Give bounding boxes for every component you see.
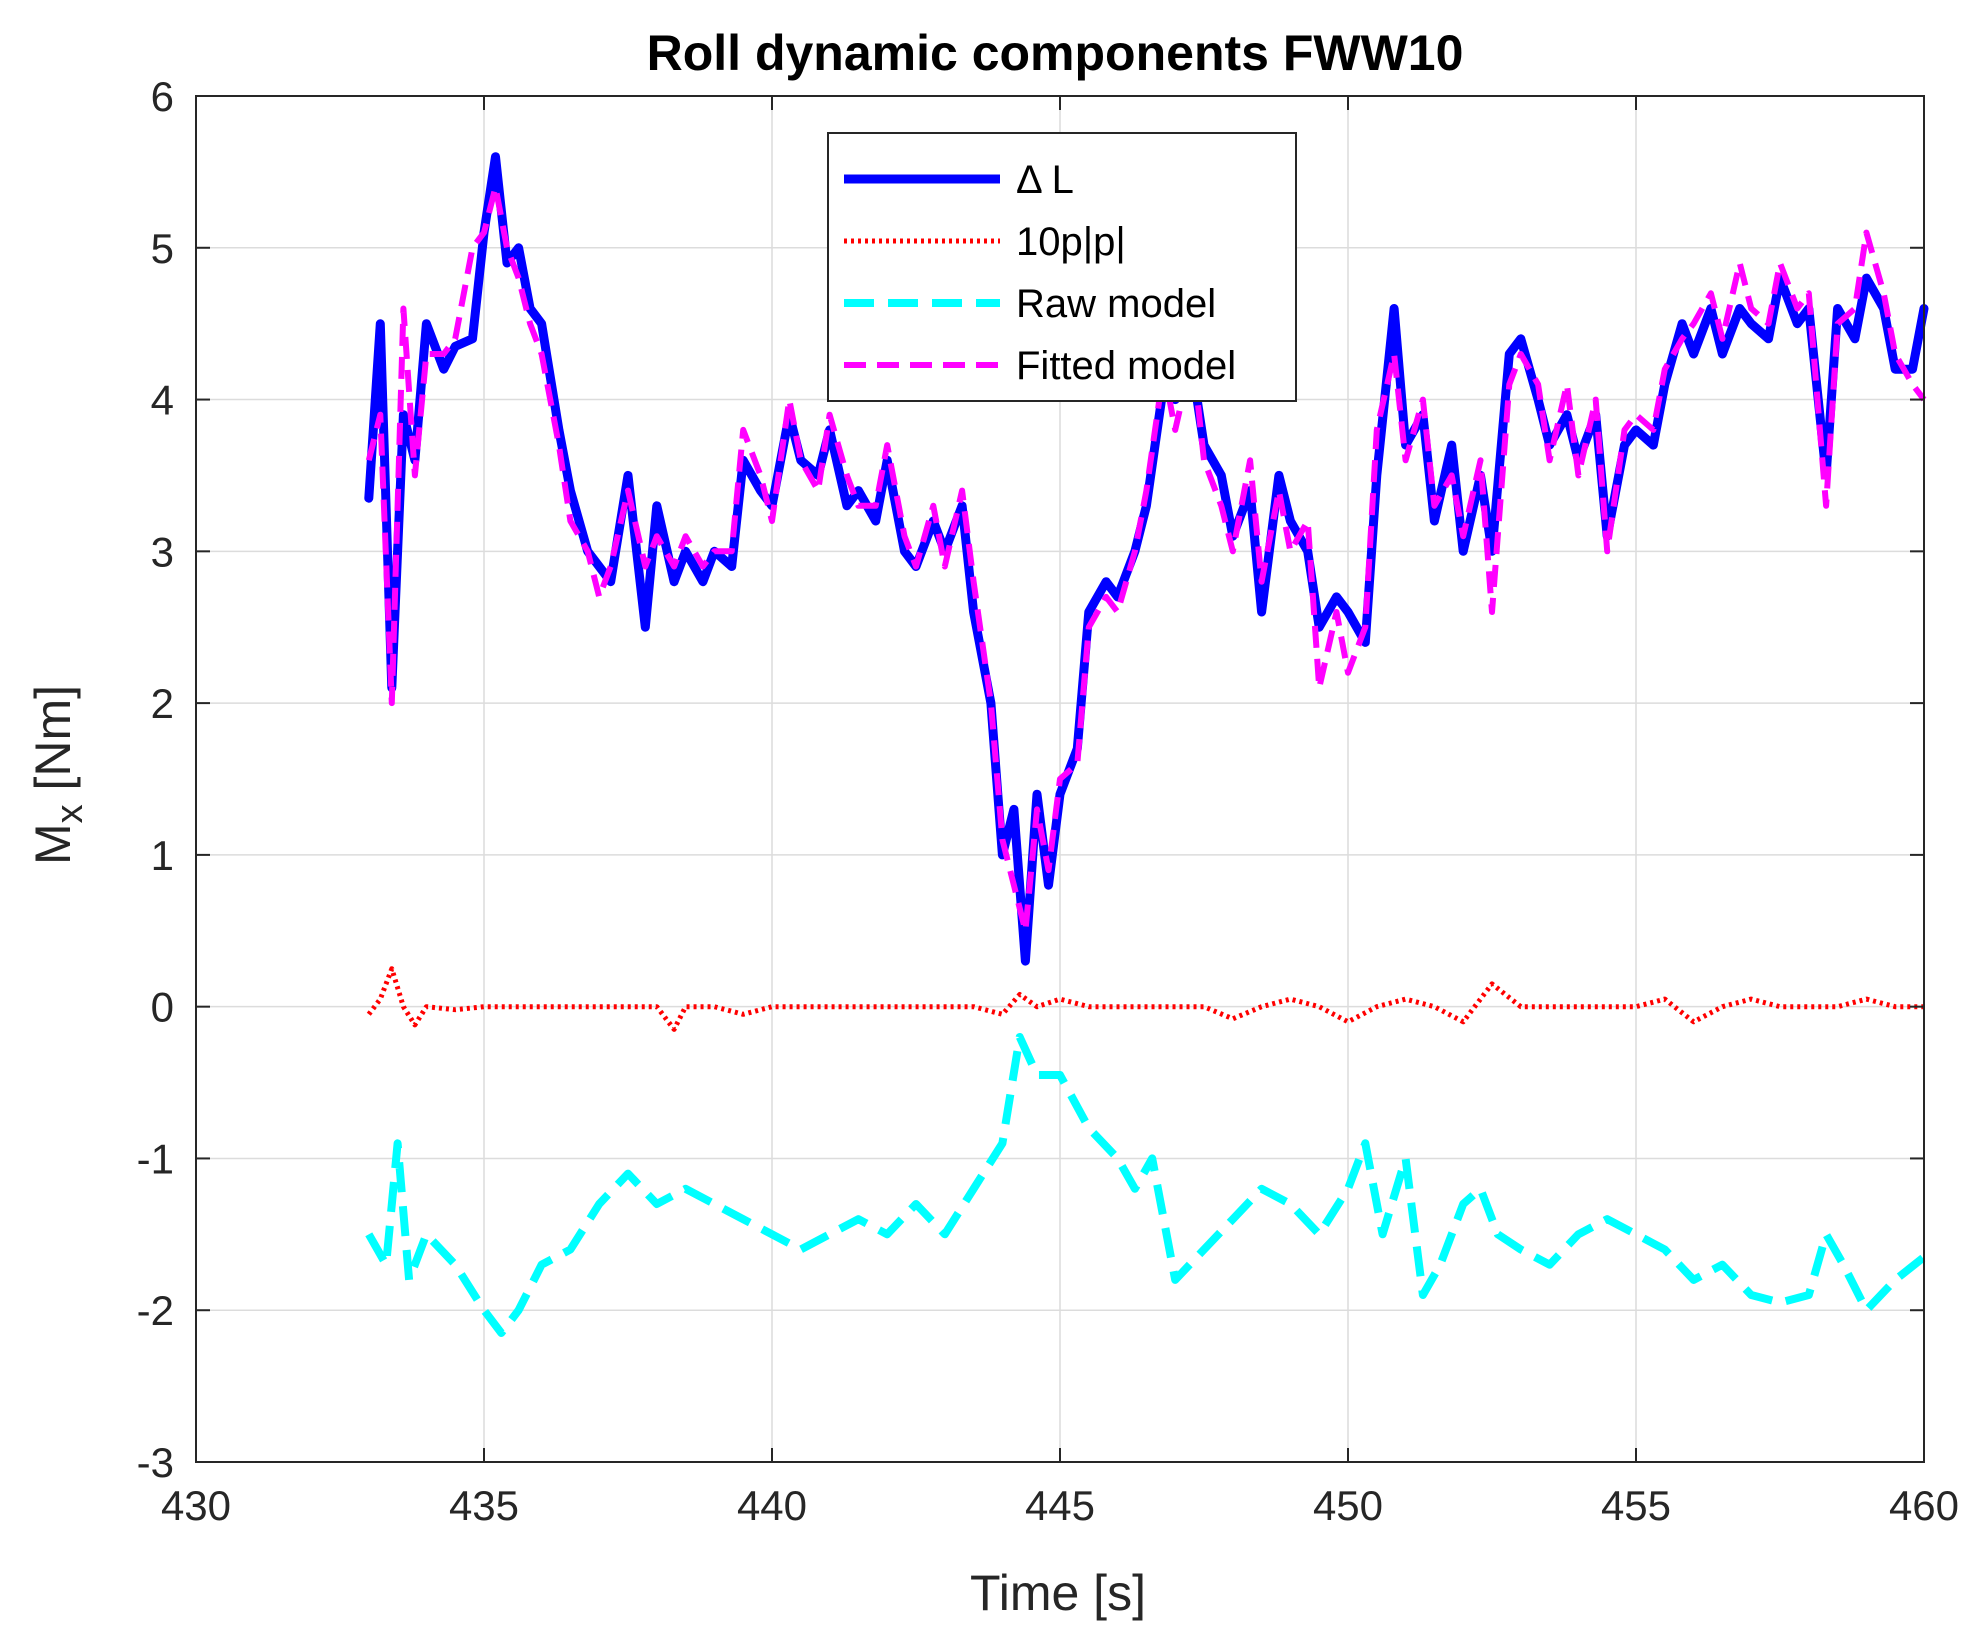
y-tick-label-7: 4 bbox=[151, 377, 174, 424]
y-tick-label-8: 5 bbox=[151, 225, 174, 272]
legend-label-1: 10p|p| bbox=[1016, 220, 1126, 264]
series-line-1 bbox=[366, 966, 1924, 1032]
x-tick-label-4: 450 bbox=[1313, 1482, 1383, 1529]
x-tick-label-1: 435 bbox=[449, 1482, 519, 1529]
y-tick-label-0: -3 bbox=[137, 1439, 174, 1486]
series-layer bbox=[364, 152, 1929, 1337]
y-tick-label-6: 3 bbox=[151, 528, 174, 575]
ticks: 430 435 440 445 450 455 460 -3 -2 -1 0 1 2 3 4 5 6 bbox=[137, 73, 1959, 1529]
x-tick-label-3: 445 bbox=[1025, 1482, 1095, 1529]
legend-label-3: Fitted model bbox=[1016, 344, 1236, 388]
legend-label-0: Δ L bbox=[1016, 158, 1074, 202]
legend-label-2: Raw model bbox=[1016, 282, 1216, 326]
x-tick-label-0: 430 bbox=[161, 1482, 231, 1529]
chart-title: Roll dynamic components FWW10 bbox=[647, 25, 1464, 81]
x-tick-label-5: 455 bbox=[1601, 1482, 1671, 1529]
x-axis-label: Time [s] bbox=[970, 1565, 1146, 1621]
y-tick-label-3: 0 bbox=[151, 984, 174, 1031]
y-tick-label-9: 6 bbox=[151, 73, 174, 120]
y-tick-label-1: -2 bbox=[137, 1287, 174, 1334]
y-tick-label-4: 1 bbox=[151, 832, 174, 879]
y-axis-label-unit: [Nm] bbox=[25, 685, 81, 804]
y-axis-label-main: M bbox=[25, 823, 81, 865]
series-line-2 bbox=[365, 1033, 1927, 1337]
y-tick-label-5: 2 bbox=[151, 680, 174, 727]
y-axis-label: Mx [Nm] bbox=[25, 685, 91, 865]
x-tick-label-2: 440 bbox=[737, 1482, 807, 1529]
y-axis-label-sub: x bbox=[49, 804, 91, 823]
legend: Δ L 10p|p| Raw model Fitted model bbox=[827, 132, 1297, 402]
series-line-3 bbox=[365, 184, 1927, 934]
x-tick-label-6: 460 bbox=[1889, 1482, 1959, 1529]
y-tick-label-2: -1 bbox=[137, 1135, 174, 1182]
